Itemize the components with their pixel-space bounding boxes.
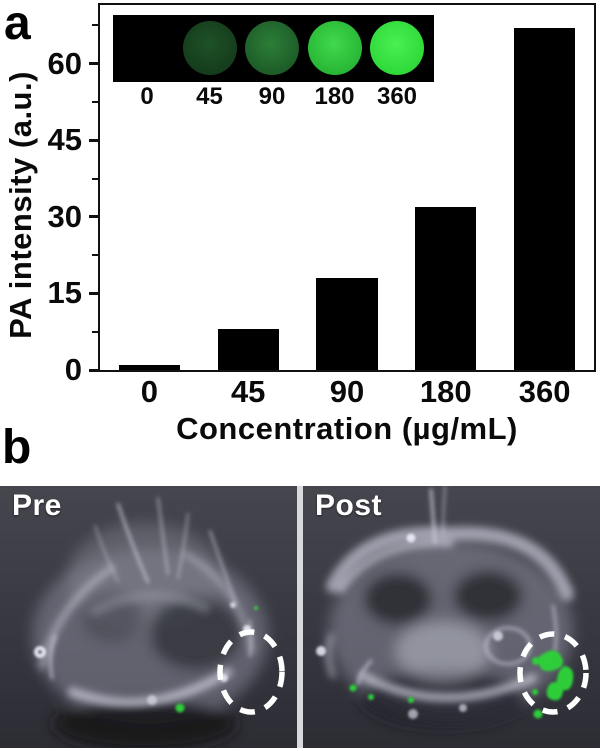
fluorescence-inset-image — [113, 15, 434, 82]
x-tick-label-180: 180 — [419, 374, 472, 409]
sample-well-360 — [370, 21, 424, 75]
post-image-art — [316, 486, 589, 728]
inset-label-45: 45 — [196, 83, 223, 110]
bar-90 — [316, 278, 378, 370]
pa-signal-markers-pre — [175, 606, 258, 713]
y-tick-label-45: 45 — [47, 122, 82, 158]
y-minor-tick — [92, 330, 98, 333]
roi-dashed-circle-post — [517, 631, 589, 715]
x-tick-label-0: 0 — [140, 374, 159, 409]
inset-label-90: 90 — [258, 83, 286, 110]
y-tick-60 — [89, 62, 98, 66]
inset-label-0: 0 — [140, 83, 154, 110]
brain-tissue-art — [316, 486, 574, 728]
x-tick-label-360: 360 — [518, 374, 571, 409]
sample-well-45 — [182, 21, 237, 75]
pre-label: Pre — [12, 489, 62, 522]
y-tick-label-30: 30 — [47, 198, 82, 234]
x-tick-label-45: 45 — [230, 374, 266, 409]
bottom-margin — [0, 748, 600, 751]
panel-b-pa-images: Pre — [0, 486, 600, 748]
y-tick-45 — [89, 138, 98, 142]
y-tick-label-60: 60 — [47, 45, 82, 81]
y-minor-tick — [92, 100, 98, 103]
inset-label-180: 180 — [314, 83, 355, 110]
y-tick-0 — [89, 368, 98, 372]
y-minor-tick — [92, 24, 98, 27]
panel-a-bar-chart: a PA intensity (a.u.) 0 45 90 180 360 0 15 30 4… — [3, 0, 596, 446]
sample-well-90 — [245, 21, 299, 75]
panel-b-letter: b — [2, 421, 32, 474]
pre-injection-image: Pre — [0, 486, 297, 748]
x-axis-title: Concentration (µg/mL) — [176, 411, 518, 446]
brain-tissue-art — [32, 497, 268, 748]
y-minor-tick — [92, 254, 98, 257]
y-tick-label-15: 15 — [47, 275, 82, 311]
roi-dashed-circle-pre — [217, 629, 285, 715]
bar-180 — [415, 206, 477, 370]
pre-image-art — [32, 497, 285, 748]
bar-45 — [217, 329, 279, 370]
post-label: Post — [315, 489, 383, 522]
sample-well-180 — [307, 21, 362, 75]
y-minor-tick — [92, 177, 98, 180]
bar-0 — [118, 364, 181, 370]
bar-360 — [513, 27, 576, 370]
pa-signal-markers-post — [349, 650, 574, 719]
post-injection-image: Post — [303, 486, 600, 748]
y-tick-label-0: 0 — [64, 352, 82, 387]
y-tick-15 — [89, 291, 98, 295]
x-tick-label-90: 90 — [329, 374, 365, 409]
y-tick-30 — [89, 215, 98, 219]
panel-a-letter: a — [4, 0, 31, 50]
chart-plot-area: 0 45 90 180 360 — [98, 3, 596, 372]
inset-label-360: 360 — [376, 83, 418, 110]
